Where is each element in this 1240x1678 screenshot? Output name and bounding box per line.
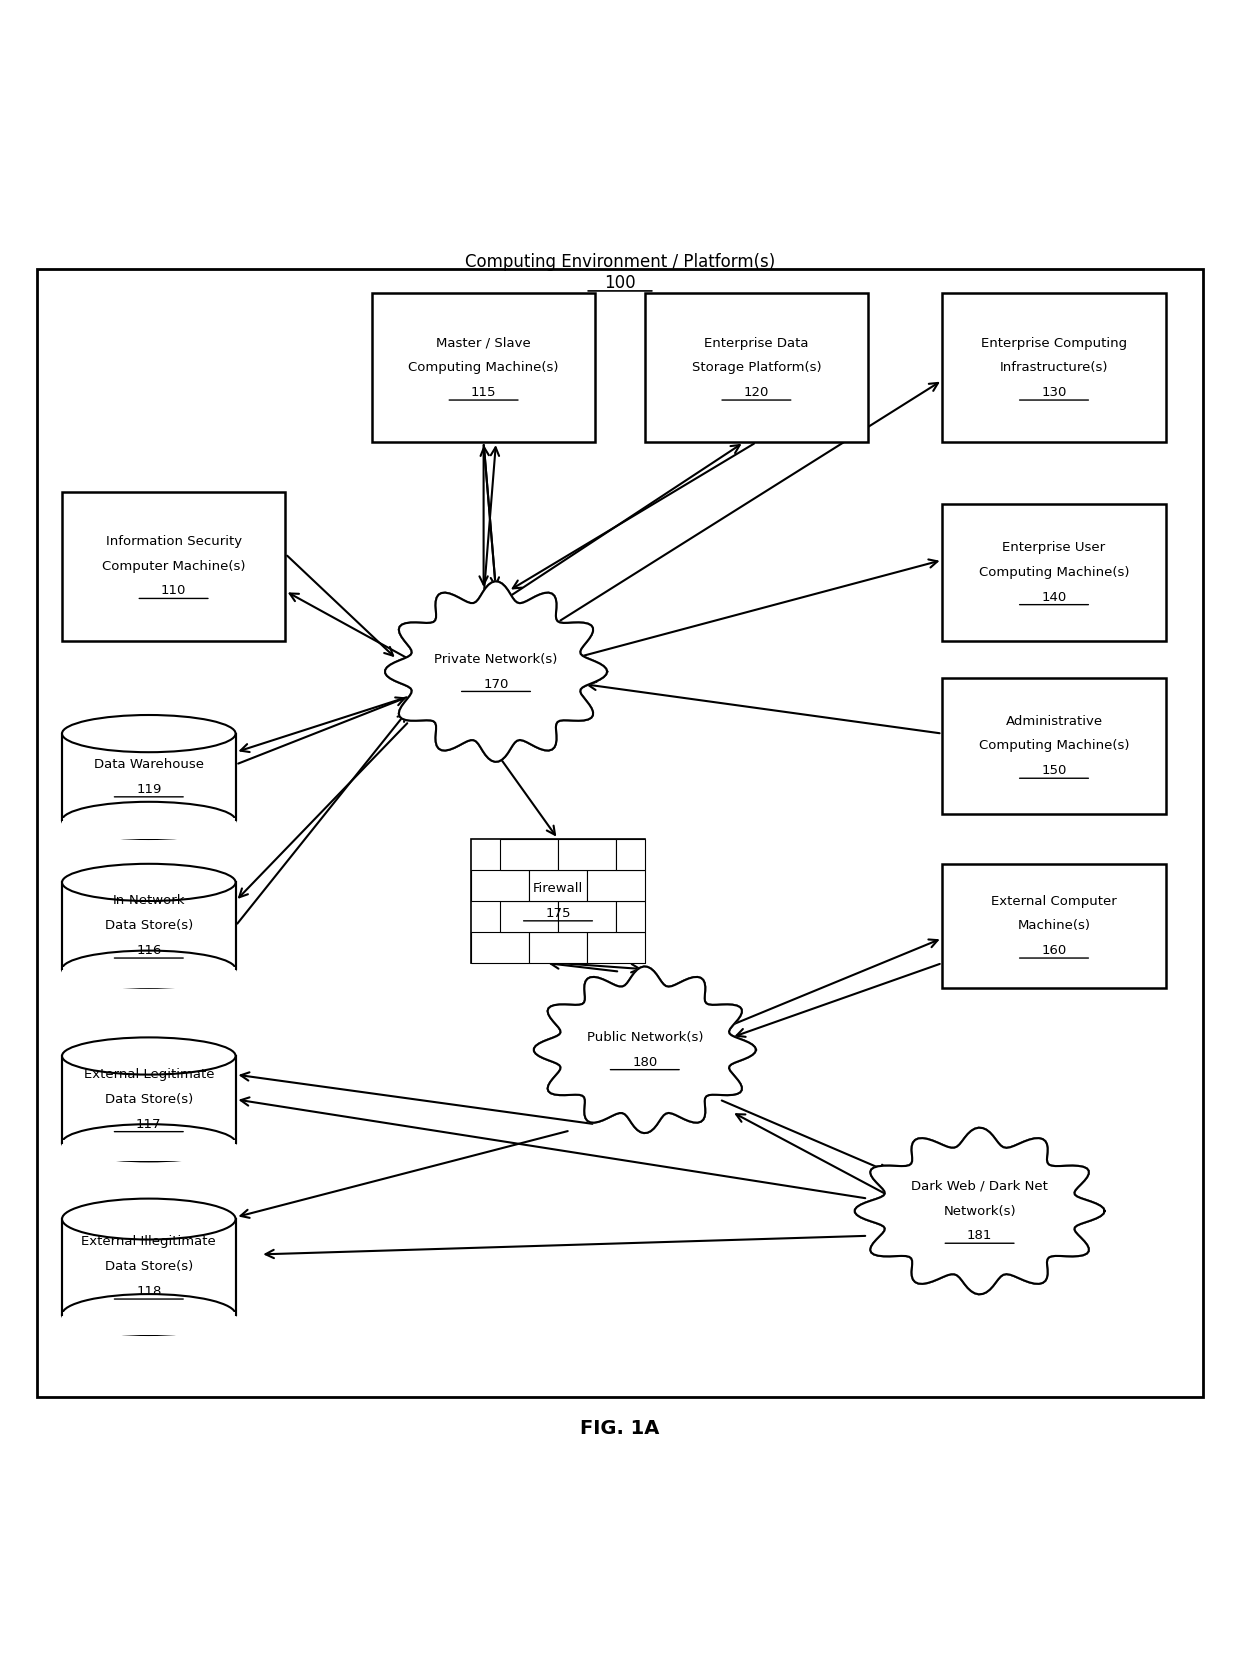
FancyBboxPatch shape xyxy=(372,294,595,443)
Text: Data Warehouse: Data Warehouse xyxy=(94,758,203,772)
Ellipse shape xyxy=(62,1294,236,1336)
Bar xyxy=(62,1312,236,1336)
Bar xyxy=(471,931,529,963)
Bar xyxy=(62,967,236,988)
Ellipse shape xyxy=(62,1198,236,1240)
Bar xyxy=(500,901,558,931)
FancyBboxPatch shape xyxy=(37,268,1203,1398)
Bar xyxy=(471,839,645,963)
FancyBboxPatch shape xyxy=(942,294,1166,443)
Text: 117: 117 xyxy=(136,1118,161,1131)
FancyBboxPatch shape xyxy=(942,678,1166,814)
FancyBboxPatch shape xyxy=(942,864,1166,988)
Bar xyxy=(62,817,236,839)
Ellipse shape xyxy=(62,715,236,752)
Ellipse shape xyxy=(62,1124,236,1161)
Text: 119: 119 xyxy=(136,784,161,795)
FancyBboxPatch shape xyxy=(645,294,868,443)
Text: Enterprise Data: Enterprise Data xyxy=(704,337,808,349)
Text: Master / Slave: Master / Slave xyxy=(436,337,531,349)
Bar xyxy=(62,1141,236,1161)
Bar xyxy=(500,839,558,869)
Bar xyxy=(62,1055,236,1143)
Ellipse shape xyxy=(62,1037,236,1074)
Text: Computing Environment / Platform(s): Computing Environment / Platform(s) xyxy=(465,253,775,272)
Polygon shape xyxy=(534,967,756,1133)
Text: 140: 140 xyxy=(1042,591,1066,604)
Bar xyxy=(558,839,616,869)
Text: Computing Machine(s): Computing Machine(s) xyxy=(408,361,559,374)
Ellipse shape xyxy=(62,864,236,901)
Text: FIG. 1A: FIG. 1A xyxy=(580,1418,660,1438)
Text: External Computer: External Computer xyxy=(991,894,1117,908)
Text: 180: 180 xyxy=(632,1055,657,1069)
Bar xyxy=(529,869,587,901)
Text: Administrative: Administrative xyxy=(1006,715,1102,728)
Text: Dark Web / Dark Net: Dark Web / Dark Net xyxy=(911,1180,1048,1193)
Text: Public Network(s): Public Network(s) xyxy=(587,1030,703,1044)
FancyBboxPatch shape xyxy=(62,492,285,641)
Text: 181: 181 xyxy=(967,1230,992,1242)
Text: Computer Machine(s): Computer Machine(s) xyxy=(102,560,246,572)
Text: 115: 115 xyxy=(471,386,496,399)
Text: Information Security: Information Security xyxy=(105,535,242,549)
FancyBboxPatch shape xyxy=(942,503,1166,641)
Text: Network(s): Network(s) xyxy=(944,1205,1016,1218)
Text: 175: 175 xyxy=(546,906,570,920)
Bar xyxy=(558,901,616,931)
Text: In-Network: In-Network xyxy=(113,894,185,908)
Text: Computing Machine(s): Computing Machine(s) xyxy=(978,565,1130,579)
Text: Private Network(s): Private Network(s) xyxy=(434,653,558,666)
Bar xyxy=(471,869,529,901)
Text: 118: 118 xyxy=(136,1285,161,1299)
Text: Enterprise Computing: Enterprise Computing xyxy=(981,337,1127,349)
Text: External Legitimate: External Legitimate xyxy=(83,1069,215,1081)
Text: 120: 120 xyxy=(744,386,769,399)
Text: Storage Platform(s): Storage Platform(s) xyxy=(692,361,821,374)
Text: Infrastructure(s): Infrastructure(s) xyxy=(999,361,1109,374)
Polygon shape xyxy=(854,1128,1105,1294)
Text: Machine(s): Machine(s) xyxy=(1018,920,1090,933)
Text: Data Store(s): Data Store(s) xyxy=(104,1092,193,1106)
Bar xyxy=(62,733,236,821)
Text: Data Store(s): Data Store(s) xyxy=(104,920,193,933)
Ellipse shape xyxy=(62,802,236,839)
Text: Computing Machine(s): Computing Machine(s) xyxy=(978,740,1130,752)
Text: 160: 160 xyxy=(1042,945,1066,956)
Bar xyxy=(62,883,236,970)
Text: 130: 130 xyxy=(1042,386,1066,399)
Bar xyxy=(529,931,587,963)
Polygon shape xyxy=(386,581,608,762)
Bar xyxy=(587,869,645,901)
Text: 170: 170 xyxy=(484,678,508,691)
Ellipse shape xyxy=(62,951,236,988)
Text: 150: 150 xyxy=(1042,763,1066,777)
Text: Firewall: Firewall xyxy=(533,883,583,894)
Bar xyxy=(587,931,645,963)
Text: 100: 100 xyxy=(604,275,636,292)
Bar xyxy=(616,901,645,931)
Text: Enterprise User: Enterprise User xyxy=(1002,540,1106,554)
Bar xyxy=(616,839,645,869)
Text: External Illegitimate: External Illegitimate xyxy=(82,1235,216,1248)
Text: 110: 110 xyxy=(161,584,186,597)
Text: Data Store(s): Data Store(s) xyxy=(104,1260,193,1274)
Bar xyxy=(62,1218,236,1314)
Text: 116: 116 xyxy=(136,945,161,956)
